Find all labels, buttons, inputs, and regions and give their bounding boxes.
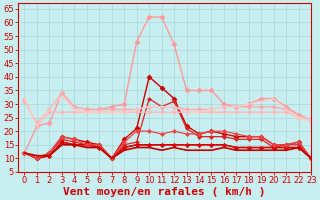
- X-axis label: Vent moyen/en rafales ( km/h ): Vent moyen/en rafales ( km/h ): [63, 187, 266, 197]
